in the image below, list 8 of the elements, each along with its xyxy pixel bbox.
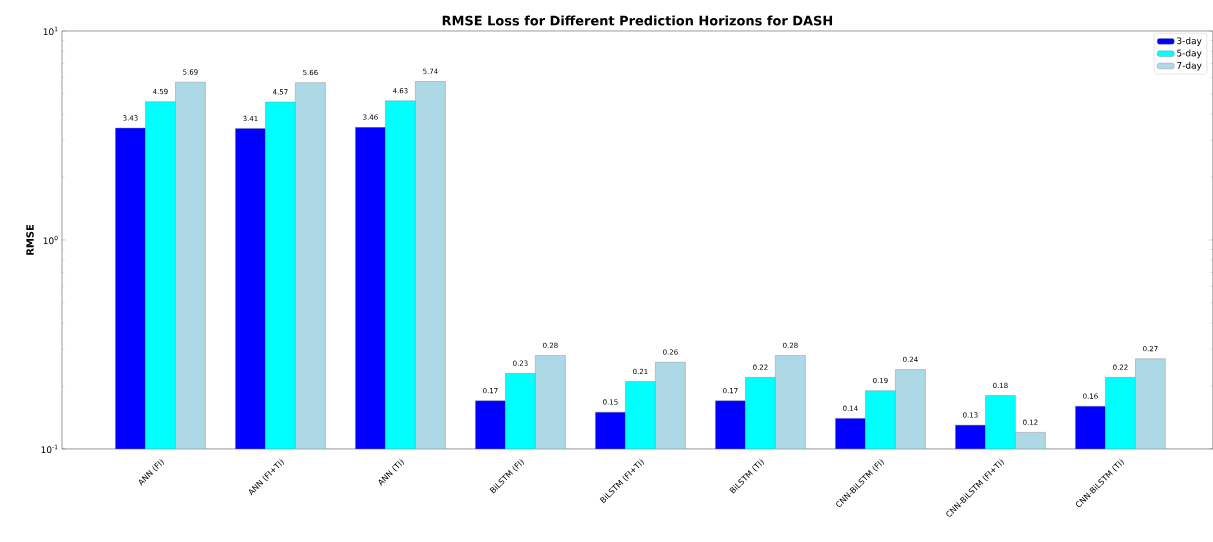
y-tick-label: 10$^{0}$ [43,235,58,245]
y-axis-title: RMSE [26,224,34,255]
legend-label: 7-day [1177,61,1202,71]
chart-title: RMSE Loss for Different Prediction Horizons for DASH [442,15,833,26]
legend-label: 5-day [1177,49,1202,59]
y-tick-label: 10$^{1}$ [43,26,58,36]
legend-label: 3-day [1177,37,1202,46]
y-tick-label: 10$^{-1}$ [41,444,58,454]
